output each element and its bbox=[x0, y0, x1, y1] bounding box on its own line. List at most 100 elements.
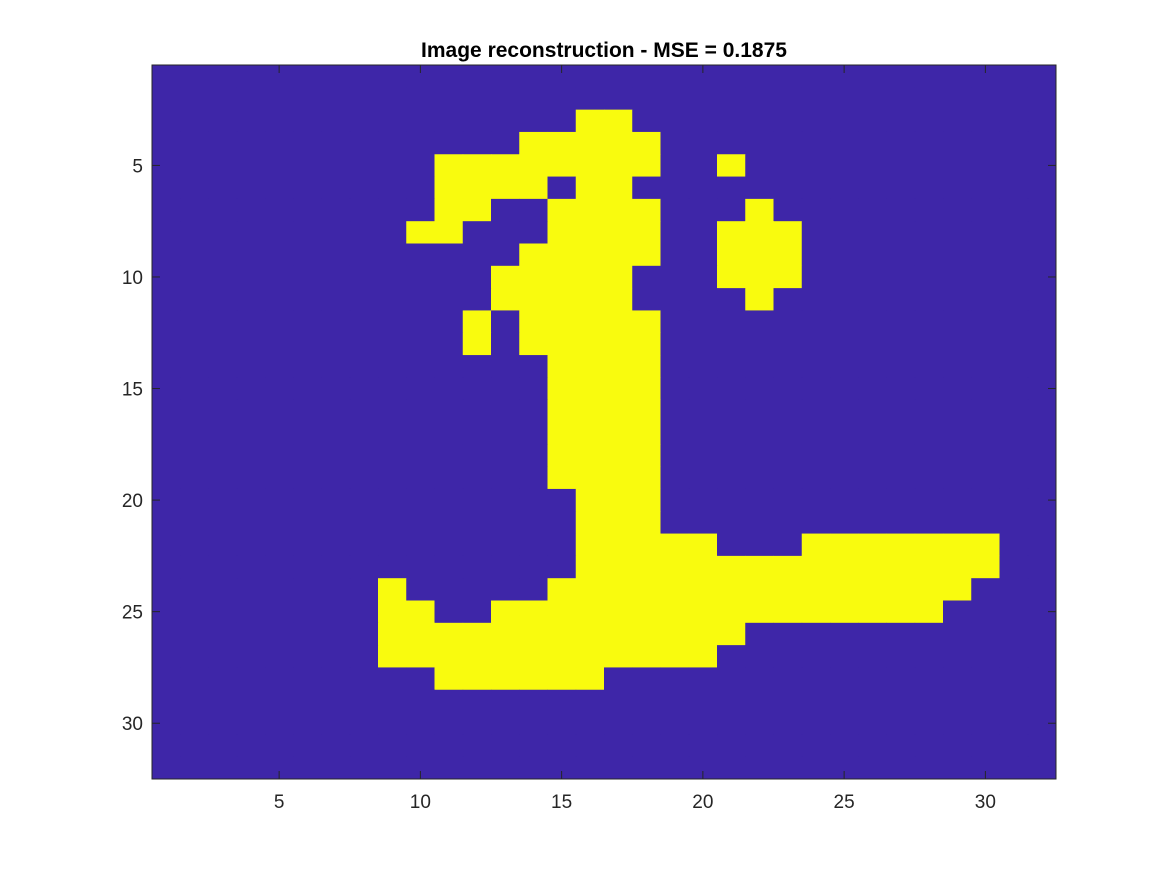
heatmap-cell-r17-c31 bbox=[999, 422, 1029, 445]
heatmap-cell-r25-c1 bbox=[152, 600, 181, 624]
heatmap-cell-r22-c8 bbox=[349, 533, 379, 557]
heatmap-cell-r12-c6 bbox=[293, 310, 322, 334]
heatmap-cell-r25-c26 bbox=[858, 600, 887, 624]
heatmap-cell-r3-c18 bbox=[632, 109, 661, 133]
heatmap-cell-r17-c27 bbox=[886, 422, 916, 445]
heatmap-cell-r9-c3 bbox=[208, 243, 238, 267]
heatmap-cell-r13-c6 bbox=[293, 332, 322, 356]
heatmap-cell-r22-c5 bbox=[265, 533, 294, 557]
heatmap-cell-r9-c1 bbox=[152, 243, 181, 267]
heatmap-cell-r1-c6 bbox=[293, 65, 322, 88]
heatmap-cell-r26-c13 bbox=[491, 622, 520, 646]
heatmap-cell-r23-c26 bbox=[858, 555, 887, 579]
heatmap-cell-r7-c32 bbox=[1027, 198, 1057, 222]
heatmap-cell-r6-c6 bbox=[293, 176, 322, 200]
heatmap-cell-r5-c25 bbox=[830, 154, 859, 177]
heatmap-cell-r27-c30 bbox=[971, 645, 1000, 668]
heatmap-cell-r29-c2 bbox=[180, 689, 209, 713]
heatmap-cell-r14-c13 bbox=[491, 355, 520, 378]
heatmap-cell-r6-c2 bbox=[180, 176, 209, 200]
heatmap-cell-r20-c18 bbox=[632, 488, 661, 512]
heatmap-cell-r4-c17 bbox=[604, 131, 633, 155]
heatmap-cell-r15-c19 bbox=[660, 377, 690, 401]
heatmap-cell-r30-c24 bbox=[801, 712, 831, 735]
heatmap-cell-r9-c7 bbox=[321, 243, 351, 267]
heatmap-cell-r25-c22 bbox=[745, 600, 774, 624]
heatmap-cell-r20-c22 bbox=[745, 488, 774, 512]
heatmap-cell-r28-c8 bbox=[349, 667, 379, 691]
heatmap-cell-r22-c15 bbox=[547, 533, 577, 557]
heatmap-cell-r20-c27 bbox=[886, 488, 916, 512]
heatmap-cell-r32-c22 bbox=[745, 756, 774, 780]
heatmap-cell-r19-c5 bbox=[265, 466, 294, 490]
heatmap-cell-r29-c11 bbox=[434, 689, 464, 713]
heatmap-cell-r6-c3 bbox=[208, 176, 238, 200]
heatmap-cell-r5-c4 bbox=[236, 154, 266, 177]
heatmap-cell-r17-c22 bbox=[745, 422, 774, 445]
heatmap-cell-r7-c31 bbox=[999, 198, 1029, 222]
heatmap-cell-r20-c28 bbox=[914, 488, 944, 512]
heatmap-cell-r17-c23 bbox=[773, 422, 803, 445]
heatmap-cell-r28-c23 bbox=[773, 667, 803, 691]
heatmap-cell-r20-c23 bbox=[773, 488, 803, 512]
heatmap-cell-r2-c1 bbox=[152, 87, 181, 111]
heatmap-cell-r3-c26 bbox=[858, 109, 887, 133]
heatmap-cell-r11-c30 bbox=[971, 288, 1000, 311]
heatmap-cell-r3-c2 bbox=[180, 109, 209, 133]
heatmap-cell-r31-c1 bbox=[152, 734, 181, 758]
heatmap-cell-r21-c17 bbox=[604, 511, 633, 534]
heatmap-cell-r8-c20 bbox=[688, 221, 718, 244]
heatmap-cell-r32-c25 bbox=[830, 756, 859, 780]
heatmap-cell-r13-c7 bbox=[321, 332, 351, 356]
heatmap-cell-r18-c19 bbox=[660, 444, 690, 468]
heatmap-cell-r14-c10 bbox=[406, 355, 435, 378]
heatmap-cell-r32-c29 bbox=[943, 756, 972, 780]
heatmap-cell-r14-c27 bbox=[886, 355, 916, 378]
heatmap-cell-r5-c15 bbox=[547, 154, 577, 177]
heatmap-cell-r26-c31 bbox=[999, 622, 1029, 646]
heatmap-cell-r7-c13 bbox=[491, 198, 520, 222]
heatmap-cell-r10-c9 bbox=[378, 265, 407, 289]
heatmap-cell-r24-c4 bbox=[236, 578, 266, 601]
heatmap-cell-r4-c24 bbox=[801, 131, 831, 155]
heatmap-cell-r22-c30 bbox=[971, 533, 1000, 557]
heatmap-cell-r27-c22 bbox=[745, 645, 774, 668]
heatmap-cell-r29-c17 bbox=[604, 689, 633, 713]
heatmap-cell-r21-c25 bbox=[830, 511, 859, 534]
heatmap-cell-r10-c17 bbox=[604, 265, 633, 289]
heatmap-cell-r16-c13 bbox=[491, 399, 520, 423]
heatmap-cell-r21-c32 bbox=[1027, 511, 1057, 534]
heatmap-cell-r10-c13 bbox=[491, 265, 520, 289]
heatmap-cell-r8-c22 bbox=[745, 221, 774, 244]
heatmap-cell-r21-c31 bbox=[999, 511, 1029, 534]
heatmap-cell-r15-c9 bbox=[378, 377, 407, 401]
heatmap-cell-r2-c20 bbox=[688, 87, 718, 111]
heatmap-cell-r30-c7 bbox=[321, 712, 351, 735]
heatmap-cell-r32-c26 bbox=[858, 756, 887, 780]
heatmap-cell-r19-c7 bbox=[321, 466, 351, 490]
heatmap-cell-r29-c15 bbox=[547, 689, 577, 713]
heatmap-cell-r6-c12 bbox=[462, 176, 492, 200]
heatmap-cell-r27-c12 bbox=[462, 645, 492, 668]
heatmap-cell-r5-c31 bbox=[999, 154, 1029, 177]
heatmap-cell-r24-c29 bbox=[943, 578, 972, 601]
heatmap-cell-r2-c31 bbox=[999, 87, 1029, 111]
heatmap-cell-r5-c2 bbox=[180, 154, 209, 177]
heatmap-cell-r31-c8 bbox=[349, 734, 379, 758]
heatmap-cell-r32-c31 bbox=[999, 756, 1029, 780]
heatmap-cell-r9-c11 bbox=[434, 243, 464, 267]
heatmap-cell-r19-c1 bbox=[152, 466, 181, 490]
heatmap-cell-r24-c31 bbox=[999, 578, 1029, 601]
heatmap-cell-r31-c12 bbox=[462, 734, 492, 758]
heatmap-cell-r31-c25 bbox=[830, 734, 859, 758]
heatmap-cell-r8-c13 bbox=[491, 221, 520, 244]
heatmap-cell-r29-c29 bbox=[943, 689, 972, 713]
heatmap-cell-r5-c32 bbox=[1027, 154, 1057, 177]
heatmap-cell-r4-c32 bbox=[1027, 131, 1057, 155]
heatmap-cell-r30-c9 bbox=[378, 712, 407, 735]
heatmap-cell-r20-c13 bbox=[491, 488, 520, 512]
heatmap-cell-r22-c16 bbox=[575, 533, 605, 557]
heatmap-cell-r2-c25 bbox=[830, 87, 859, 111]
heatmap-cell-r8-c19 bbox=[660, 221, 690, 244]
heatmap-cell-r22-c29 bbox=[943, 533, 972, 557]
